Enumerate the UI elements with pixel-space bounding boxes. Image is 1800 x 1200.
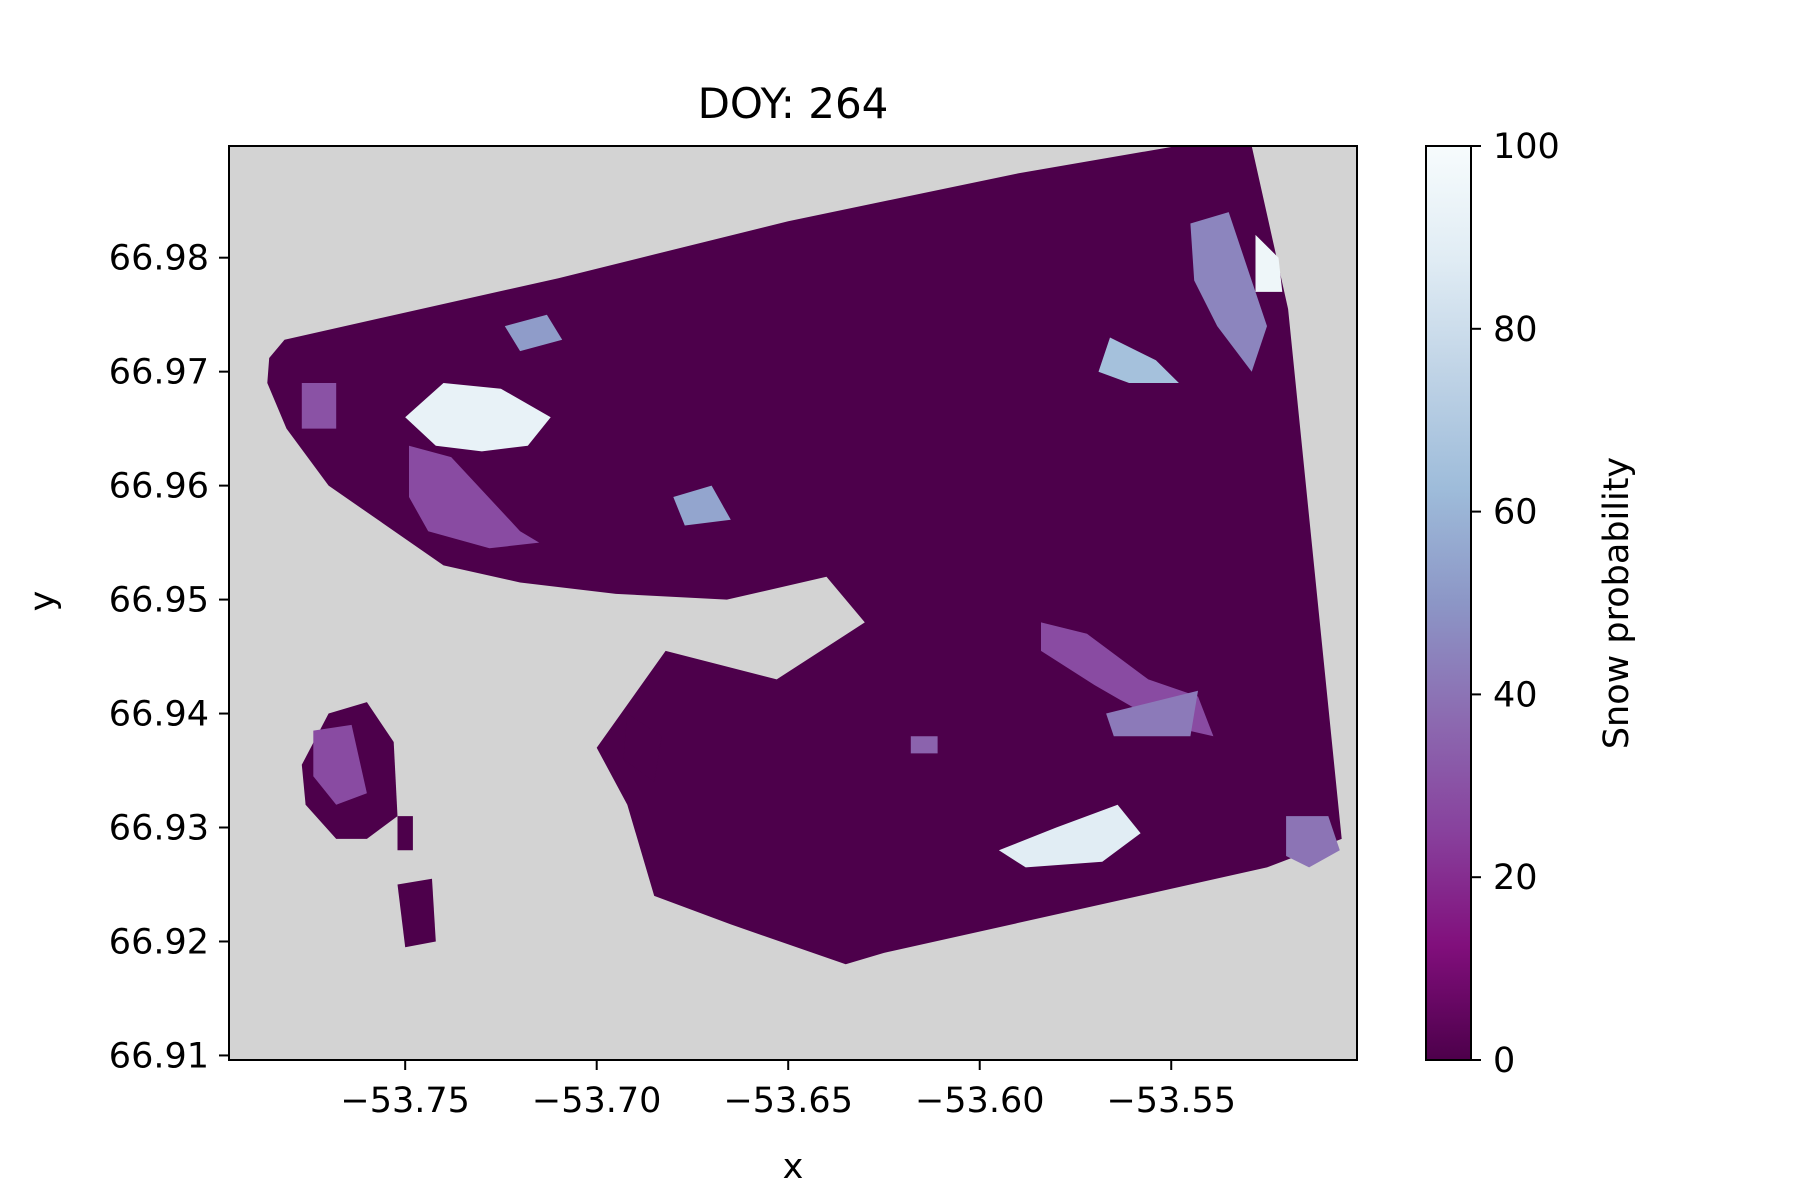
- x-tick-label: −53.75: [340, 1081, 470, 1121]
- x-axis-label: x: [783, 1147, 804, 1187]
- y-tick-label: 66.96: [109, 467, 209, 507]
- snow-patch: [504, 314, 563, 352]
- y-tick-label: 66.97: [109, 353, 209, 393]
- snow-patch: [910, 736, 938, 754]
- snow-patch: [998, 804, 1141, 868]
- raster-island: [397, 816, 413, 851]
- colorbar-tick-label: 40: [1493, 675, 1538, 715]
- colorbar-gradient: [1425, 145, 1472, 1061]
- colorbar-tick-label: 60: [1493, 493, 1538, 533]
- y-tick-label: 66.94: [109, 695, 209, 735]
- y-tick-label: 66.93: [109, 809, 209, 849]
- colorbar-tick-label: 80: [1493, 310, 1538, 350]
- raster-footprint: [267, 146, 1342, 965]
- snow-patch: [673, 485, 731, 526]
- snow-patch: [1190, 212, 1267, 372]
- raster-island: [397, 878, 436, 948]
- colorbar-tick-label: 0: [1493, 1041, 1515, 1081]
- y-tick-label: 66.98: [109, 239, 209, 279]
- x-axis: −53.75 −53.70 −53.65 −53.60 −53.55: [340, 1060, 1236, 1121]
- snow-patch: [313, 724, 367, 805]
- snow-patch: [1255, 234, 1283, 292]
- snow-patch: [1286, 816, 1340, 868]
- plot-frame: [228, 145, 1358, 1061]
- x-tick-label: −53.70: [532, 1081, 662, 1121]
- y-tick-label: 66.91: [109, 1036, 209, 1076]
- colorbar-label: Snow probability: [1597, 457, 1637, 749]
- y-tick-label: 66.95: [109, 581, 209, 621]
- colorbar-tick-label: 100: [1493, 127, 1560, 167]
- raster-island: [623, 713, 662, 782]
- x-tick-label: −53.65: [723, 1081, 853, 1121]
- snow-patch: [301, 383, 337, 429]
- y-axis-label: y: [23, 591, 63, 612]
- y-tick-label: 66.92: [109, 922, 209, 962]
- colorbar-ticks: 0 20 40 60 80 100: [1471, 127, 1560, 1081]
- y-axis: 66.98 66.97 66.96 66.95 66.94 66.93 66.92 66.91: [109, 239, 229, 1076]
- snow-patch: [409, 445, 540, 549]
- snow-patch: [1098, 337, 1179, 383]
- colorbar-tick-label: 20: [1493, 858, 1538, 898]
- x-tick-label: −53.55: [1106, 1081, 1236, 1121]
- snow-patch: [1106, 690, 1198, 737]
- plot-area: [228, 145, 1358, 1061]
- snow-patch: [405, 383, 551, 452]
- x-tick-label: −53.60: [915, 1081, 1045, 1121]
- chart-title: DOY: 264: [698, 79, 889, 128]
- map-layer: [267, 146, 1342, 965]
- colorbar: 0 20 40 60 80 100 Snow probability: [1425, 127, 1637, 1081]
